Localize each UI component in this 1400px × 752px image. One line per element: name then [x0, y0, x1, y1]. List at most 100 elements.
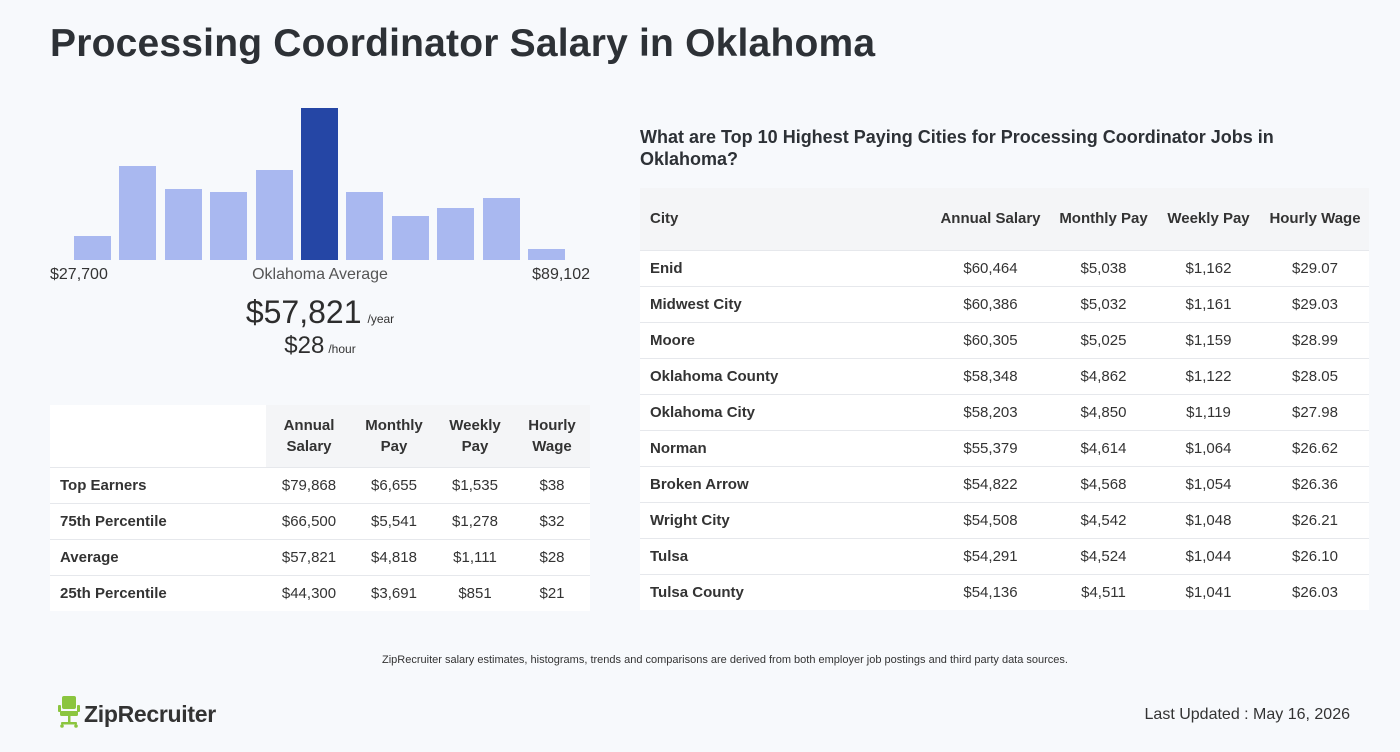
city-monthly: $5,032 [1051, 285, 1156, 322]
percentile-header-hourly: Hourly Wage [514, 405, 590, 467]
percentile-weekly: $851 [436, 574, 514, 611]
histogram-max-label: $89,102 [532, 266, 590, 283]
last-updated: Last Updated : May 16, 2026 [1144, 706, 1350, 723]
city-hourly: $26.21 [1261, 501, 1369, 538]
city-hourly: $29.03 [1261, 285, 1369, 322]
city-annual: $60,464 [930, 249, 1051, 286]
city-name: Oklahoma City [640, 393, 930, 430]
cities-header-weekly: Weekly Pay [1156, 188, 1261, 250]
city-name: Tulsa [640, 537, 930, 574]
city-monthly: $4,568 [1051, 465, 1156, 502]
city-weekly: $1,122 [1156, 357, 1261, 394]
city-monthly: $4,862 [1051, 357, 1156, 394]
chair-icon [58, 696, 80, 733]
percentile-row: 75th Percentile $66,500 $5,541 $1,278 $32 [50, 502, 590, 539]
percentile-row: Top Earners $79,868 $6,655 $1,535 $38 [50, 466, 590, 503]
histogram-bar [528, 249, 565, 260]
percentile-monthly: $3,691 [352, 574, 436, 611]
city-hourly: $28.05 [1261, 357, 1369, 394]
percentile-row-label: Average [50, 538, 266, 575]
city-hourly: $27.98 [1261, 393, 1369, 430]
average-annual-value: $57,821 [245, 294, 362, 330]
city-name: Enid [640, 249, 930, 286]
city-annual: $60,386 [930, 285, 1051, 322]
city-row: Oklahoma County $58,348 $4,862 $1,122 $28.05 [640, 357, 1369, 394]
city-weekly: $1,044 [1156, 537, 1261, 574]
city-monthly: $4,850 [1051, 393, 1156, 430]
city-name: Oklahoma County [640, 357, 930, 394]
percentile-table-header: Annual Salary Monthly Pay Weekly Pay Hou… [50, 405, 590, 467]
percentile-row-label: Top Earners [50, 466, 266, 503]
percentile-weekly: $1,535 [436, 466, 514, 503]
histogram-bar [210, 192, 248, 260]
cities-table-header: City Annual Salary Monthly Pay Weekly Pa… [640, 188, 1369, 250]
city-name: Norman [640, 429, 930, 466]
histogram-min-label: $27,700 [50, 266, 108, 283]
page-title: Processing Coordinator Salary in Oklahom… [50, 22, 876, 65]
percentile-hourly: $32 [514, 502, 590, 539]
percentile-header-monthly: Monthly Pay [352, 405, 436, 467]
percentile-hourly: $21 [514, 574, 590, 611]
city-row: Enid $60,464 $5,038 $1,162 $29.07 [640, 249, 1369, 286]
percentile-weekly: $1,111 [436, 538, 514, 575]
city-hourly: $28.99 [1261, 321, 1369, 358]
city-hourly: $26.62 [1261, 429, 1369, 466]
ziprecruiter-logo[interactable]: ZipRecruiter [58, 696, 216, 733]
cities-header-city: City [640, 188, 930, 250]
city-row: Norman $55,379 $4,614 $1,064 $26.62 [640, 429, 1369, 466]
city-annual: $54,291 [930, 537, 1051, 574]
city-row: Wright City $54,508 $4,542 $1,048 $26.21 [640, 501, 1369, 538]
percentile-monthly: $6,655 [352, 466, 436, 503]
percentile-hourly: $28 [514, 538, 590, 575]
percentile-table: Annual Salary Monthly Pay Weekly Pay Hou… [50, 405, 590, 611]
city-weekly: $1,048 [1156, 501, 1261, 538]
percentile-monthly: $4,818 [352, 538, 436, 575]
city-annual: $58,348 [930, 357, 1051, 394]
percentile-header-annual: Annual Salary [266, 405, 352, 467]
percentile-row: Average $57,821 $4,818 $1,111 $28 [50, 538, 590, 575]
cities-header-annual: Annual Salary [930, 188, 1051, 250]
city-annual: $60,305 [930, 321, 1051, 358]
percentile-row-label: 75th Percentile [50, 502, 266, 539]
city-monthly: $4,542 [1051, 501, 1156, 538]
average-hourly-value: $28 [284, 332, 325, 359]
average-hourly-unit: /hour [328, 342, 356, 356]
percentile-header-blank [50, 405, 266, 467]
city-annual: $54,508 [930, 501, 1051, 538]
city-annual: $55,379 [930, 429, 1051, 466]
cities-header-hourly: Hourly Wage [1261, 188, 1369, 250]
city-row: Tulsa County $54,136 $4,511 $1,041 $26.03 [640, 573, 1369, 610]
city-monthly: $4,524 [1051, 537, 1156, 574]
city-hourly: $29.07 [1261, 249, 1369, 286]
histogram-bar [74, 236, 111, 260]
percentile-annual: $79,868 [266, 466, 352, 503]
city-name: Midwest City [640, 285, 930, 322]
average-annual-unit: /year [367, 312, 395, 326]
percentile-annual: $44,300 [266, 574, 352, 611]
percentile-row: 25th Percentile $44,300 $3,691 $851 $21 [50, 574, 590, 611]
city-weekly: $1,119 [1156, 393, 1261, 430]
city-hourly: $26.10 [1261, 537, 1369, 574]
city-monthly: $4,614 [1051, 429, 1156, 466]
city-annual: $54,136 [930, 573, 1051, 610]
average-annual: $57,821/year [0, 294, 640, 331]
percentile-monthly: $5,541 [352, 502, 436, 539]
city-weekly: $1,054 [1156, 465, 1261, 502]
data-source-footnote: ZipRecruiter salary estimates, histogram… [382, 654, 1068, 666]
percentile-weekly: $1,278 [436, 502, 514, 539]
histogram-bar [164, 189, 202, 260]
city-name: Tulsa County [640, 573, 930, 610]
city-row: Moore $60,305 $5,025 $1,159 $28.99 [640, 321, 1369, 358]
percentile-annual: $57,821 [266, 538, 352, 575]
city-weekly: $1,064 [1156, 429, 1261, 466]
city-monthly: $5,038 [1051, 249, 1156, 286]
city-weekly: $1,162 [1156, 249, 1261, 286]
percentile-row-label: 25th Percentile [50, 574, 266, 611]
city-name: Moore [640, 321, 930, 358]
histogram-bar [346, 192, 384, 260]
city-annual: $58,203 [930, 393, 1051, 430]
city-row: Midwest City $60,386 $5,032 $1,161 $29.03 [640, 285, 1369, 322]
city-row: Tulsa $54,291 $4,524 $1,044 $26.10 [640, 537, 1369, 574]
histogram-average-label: Oklahoma Average [252, 266, 388, 283]
city-name: Broken Arrow [640, 465, 930, 502]
